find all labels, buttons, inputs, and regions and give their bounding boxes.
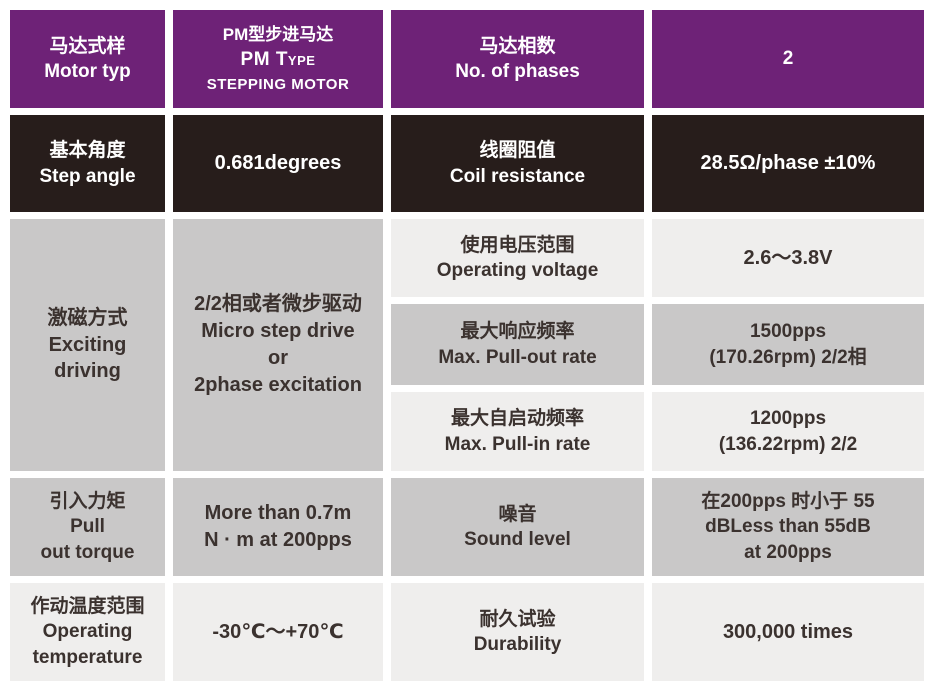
exciting-driving-label-cell: 激磁方式 Exciting driving — [10, 219, 165, 471]
step-angle-value-cell: 0.681degrees — [173, 115, 383, 212]
max-pull-in-rate-label-cell: 最大自启动频率 Max. Pull-in rate — [391, 392, 644, 471]
pm-type-line-cn: PM型步进马达 — [222, 24, 334, 44]
coil-resistance-label-cell: 线圈阻值 Coil resistance — [391, 115, 644, 212]
operating-voltage-value-cell: 2.6～3.8V — [652, 219, 924, 297]
max-pull-out-rate-value-cell: 1500pps (170.26rpm) 2/2相 — [652, 304, 924, 385]
pull-out-torque-label-cell: 引入力矩 Pull out torque — [10, 478, 165, 576]
operating-voltage-label-cell: 使用电压范围 Operating voltage — [391, 219, 644, 297]
coil-resistance-value-cell: 28.5Ω/phase ±10% — [652, 115, 924, 212]
sound-level-label-cell: 噪音 Sound level — [391, 478, 644, 576]
pm-type-line-en: PM Type — [240, 49, 316, 71]
max-pull-out-rate-label-cell: 最大响应频率 Max. Pull-out rate — [391, 304, 644, 385]
exciting-driving-value-cell: 2/2相或者微步驱动 Micro step drive or 2phase ex… — [173, 219, 383, 471]
durability-label-cell: 耐久试验 Durability — [391, 583, 644, 681]
operating-temperature-value-cell: -30℃～+70℃ — [173, 583, 383, 681]
phases-label-cell: 马达相数 No. of phases — [391, 10, 644, 108]
phases-value-cell: 2 — [652, 10, 924, 108]
motor-type-value-cell: PM型步进马达 PM Type STEPPING MOTOR — [173, 10, 383, 108]
step-angle-label-cell: 基本角度 Step angle — [10, 115, 165, 212]
operating-temperature-label-cell: 作动温度范围 Operating temperature — [10, 583, 165, 681]
pull-out-torque-value-cell: More than 0.7m N · m at 200pps — [173, 478, 383, 576]
max-pull-in-rate-value-cell: 1200pps (136.22rpm) 2/2 — [652, 392, 924, 471]
sound-level-value-cell: 在200pps 时小于 55 dBLess than 55dB at 200pp… — [652, 478, 924, 576]
durability-value-cell: 300,000 times — [652, 583, 924, 681]
motor-type-label-cell: 马达式样 Motor typ — [10, 10, 165, 108]
stepping-motor-line: STEPPING MOTOR — [206, 75, 350, 93]
